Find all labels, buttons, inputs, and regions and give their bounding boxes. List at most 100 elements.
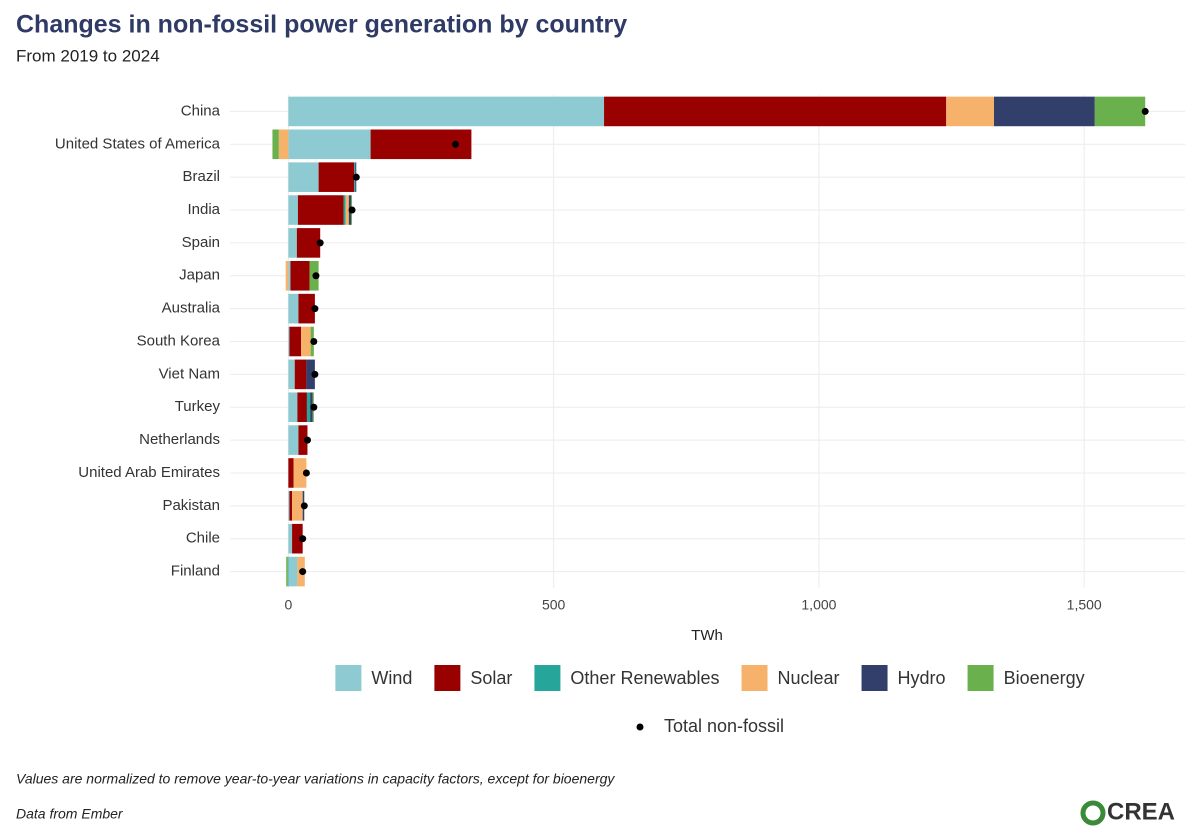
legend-row: Wind Solar Other Renewables Nuclear Hydro Bio… [335, 665, 1085, 691]
bar-segment [288, 425, 299, 455]
bar-segment [1094, 96, 1146, 127]
y-tick-label: United States of America [55, 135, 221, 152]
legend-swatch [861, 665, 888, 691]
total-dot [1141, 107, 1149, 115]
bar-segment [288, 359, 295, 390]
bar-segment [288, 129, 371, 160]
bar-segment [298, 425, 308, 455]
bar-segment [318, 162, 355, 192]
bar-segment [296, 228, 321, 258]
legend-dot [636, 723, 644, 731]
total-dot [316, 239, 324, 247]
bar-segment [278, 129, 289, 160]
bar-segment [288, 491, 290, 521]
bar-segment [301, 326, 311, 357]
y-tick-label: Turkey [175, 398, 221, 415]
logo: CREA [1080, 798, 1175, 826]
bar-segment [287, 556, 289, 587]
x-tick-label: 1,000 [801, 597, 836, 613]
bar-segment [345, 195, 349, 225]
total-dot [302, 469, 310, 477]
total-dot [300, 502, 308, 510]
bar-segment [604, 96, 947, 127]
bar-segment [293, 458, 307, 488]
bar-segment [288, 523, 293, 554]
bar-segment [290, 260, 310, 291]
legend: Wind Solar Other Renewables Nuclear Hydro Bio… [335, 665, 1085, 736]
x-tick-label: 0 [284, 597, 292, 613]
legend-swatch [741, 665, 768, 691]
plot-area: 0 500 1,000 1,500 China United States of Amer… [55, 95, 1185, 613]
bar-segment [294, 359, 307, 390]
logo-text: CREA [1107, 798, 1175, 825]
chart-subtitle: From 2019 to 2024 [16, 46, 160, 65]
y-tick-label: Brazil [182, 168, 220, 185]
total-dot [451, 140, 459, 148]
x-tick-label: 500 [542, 597, 566, 613]
note: Values are normalized to remove year-to-… [16, 771, 615, 787]
bar-segment [994, 96, 1095, 127]
total-dot [348, 206, 356, 214]
y-tick-label: Japan [179, 267, 220, 284]
bar-segment [289, 491, 293, 521]
bar-segment [272, 129, 279, 160]
legend-swatch [434, 665, 461, 691]
logo-icon [1080, 800, 1106, 826]
y-tick-label: Viet Nam [159, 365, 220, 382]
bar-segment [288, 260, 291, 291]
y-tick-label: Netherlands [139, 431, 220, 448]
legend-swatch [335, 665, 362, 691]
bar-segment [288, 326, 290, 357]
total-dot [299, 535, 307, 543]
bar-segment [297, 195, 344, 225]
bar-segment [946, 96, 994, 127]
bar-segment [288, 458, 294, 488]
y-tick-label: United Arab Emirates [78, 464, 220, 481]
total-dot [299, 568, 307, 576]
source: Data from Ember [16, 806, 124, 822]
legend-label: Other Renewables [570, 668, 719, 688]
bar-segment [286, 556, 288, 587]
y-tick-label: South Korea [137, 332, 221, 349]
y-tick-label: China [181, 102, 221, 119]
y-tick-label: Australia [162, 300, 221, 317]
total-dot [311, 305, 319, 313]
bar-segment [288, 228, 297, 258]
bar-segment [289, 326, 302, 357]
legend-label: Solar [470, 668, 512, 688]
bar-segment [306, 359, 315, 390]
bar-segment [288, 162, 319, 192]
y-tick-label: Finland [171, 563, 220, 580]
bar-segment [292, 523, 303, 554]
y-tick-label: Pakistan [162, 497, 220, 514]
x-axis-label: TWh [691, 627, 723, 644]
y-tick-label: Spain [182, 234, 220, 251]
bar-segment [292, 491, 303, 521]
total-dot [310, 403, 318, 411]
bar-segment [306, 392, 311, 423]
legend-label: Bioenergy [1004, 668, 1085, 688]
y-tick-label: Chile [186, 530, 220, 547]
legend-row: Total non-fossil [636, 716, 784, 736]
total-dot [312, 272, 320, 280]
legend-swatch [967, 665, 994, 691]
bar-segment [288, 96, 605, 127]
chart-title: Changes in non-fossil power generation b… [16, 11, 627, 39]
x-tick-label: 1,500 [1067, 597, 1102, 613]
bar-segment [285, 260, 289, 291]
bar-segment [297, 392, 307, 423]
y-tick-label: India [187, 201, 220, 218]
legend-label: Hydro [898, 668, 946, 688]
bar-segment [343, 195, 346, 225]
total-dot [303, 436, 311, 444]
total-dot [310, 338, 318, 345]
legend-label: Wind [371, 668, 412, 688]
legend-label: Total non-fossil [664, 716, 784, 736]
bar-segment [298, 293, 315, 324]
legend-swatch [534, 665, 561, 691]
bar-segment [288, 556, 298, 587]
total-dot [311, 370, 319, 378]
bar-segment [288, 195, 298, 225]
bar-segment [288, 293, 299, 324]
